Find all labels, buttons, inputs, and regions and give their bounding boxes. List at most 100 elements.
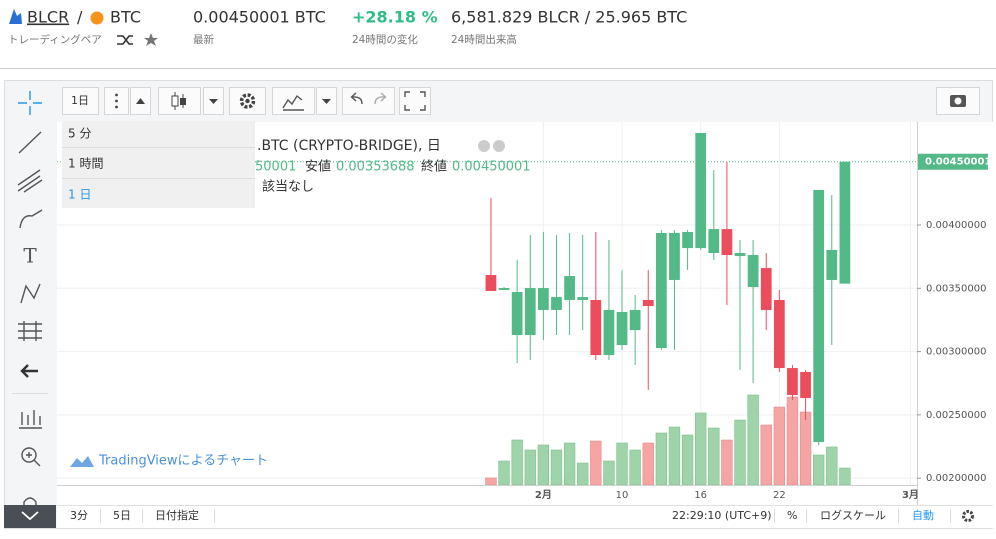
dot xyxy=(115,93,118,97)
gear-icon xyxy=(245,98,250,104)
undo-redo-group xyxy=(342,87,395,115)
volume-bar xyxy=(773,406,786,486)
legend-low-label: 安値 xyxy=(305,159,331,175)
date-range-button[interactable]: 日付指定 xyxy=(155,508,199,522)
legend-close-label: 終値 xyxy=(421,159,447,175)
pattern-tool[interactable] xyxy=(20,283,41,304)
candle-body xyxy=(524,288,536,336)
last-price: 0.00450001 BTC xyxy=(193,8,326,27)
candle-body xyxy=(537,288,549,310)
volume-bar xyxy=(511,439,523,486)
volume-bar xyxy=(799,411,812,486)
candle-body xyxy=(747,255,759,288)
candle-body xyxy=(787,368,798,396)
candle-icon xyxy=(180,98,186,105)
interval-label: 1日 xyxy=(71,94,89,107)
volume-bar xyxy=(734,419,746,486)
chart-style-button[interactable] xyxy=(158,87,201,115)
pair-separator: / xyxy=(77,8,83,27)
candle-icon xyxy=(171,95,179,107)
volume-bar xyxy=(485,477,497,486)
range-button[interactable]: 3分 xyxy=(70,509,88,522)
candle-body xyxy=(629,309,641,331)
volume-bar xyxy=(603,460,615,486)
x-tick-label: 2月 xyxy=(535,489,552,501)
clock: 22:29:10 (UTC+9) xyxy=(672,509,772,522)
volume-24h: 6,581.829 BLCR / 25.965 BTC xyxy=(451,8,687,27)
volume-bar xyxy=(708,427,720,486)
back-tool[interactable] xyxy=(20,364,38,378)
favorite-star[interactable] xyxy=(144,33,158,46)
zoom-tool[interactable] xyxy=(21,447,37,463)
bottom-toolbar xyxy=(57,505,993,528)
bar-settings[interactable] xyxy=(962,510,974,522)
swap-icon[interactable] xyxy=(117,35,133,45)
undo-icon[interactable] xyxy=(350,92,363,105)
volume-bar xyxy=(550,449,563,486)
menu-item[interactable]: 5 分 xyxy=(68,127,91,141)
crosshair-tool[interactable] xyxy=(18,91,42,115)
fullscreen-button[interactable] xyxy=(399,87,431,115)
menu-item[interactable]: 1 日 xyxy=(68,188,91,202)
change-label: 24時間の変化 xyxy=(352,33,418,46)
volume-bar xyxy=(786,396,799,486)
log-toggle[interactable]: ログスケール xyxy=(820,508,886,522)
volume-bar xyxy=(642,442,654,486)
candle-body xyxy=(551,297,562,310)
y-tick-label: 0.00400000 xyxy=(926,220,986,231)
brush-tool[interactable] xyxy=(19,209,43,229)
fullscreen-icon xyxy=(404,91,426,111)
dot xyxy=(115,105,118,109)
y-tick-label: 0.00200000 xyxy=(926,473,986,484)
x-tick-label: 10 xyxy=(616,490,629,501)
text-tool[interactable]: T xyxy=(23,244,37,268)
magnet-tool[interactable] xyxy=(23,497,37,513)
redo-icon[interactable] xyxy=(374,92,387,105)
change: +28.18 % xyxy=(352,8,438,27)
x-tick-label: 16 xyxy=(694,490,707,501)
base-icon xyxy=(9,9,22,24)
volume-bar xyxy=(616,442,628,486)
legend-symbol: .BTC (CRYPTO-BRIDGE), 日 xyxy=(257,138,441,154)
menu-panel xyxy=(62,121,255,208)
left-toolbar: T xyxy=(4,91,56,528)
x-tick-label: 3月 xyxy=(902,489,919,501)
settings-button[interactable] xyxy=(229,87,266,115)
legend-high-value: 50001 xyxy=(255,160,296,175)
percent-toggle[interactable]: % xyxy=(787,509,797,522)
x-tick-label: 22 xyxy=(773,490,786,501)
pair-base[interactable]: BLCR xyxy=(27,8,69,27)
y-tick-label: 0.00300000 xyxy=(926,347,986,358)
interval-button[interactable] xyxy=(62,87,99,115)
measure-tool[interactable] xyxy=(19,410,42,429)
candle-body xyxy=(485,275,497,291)
volume-bar xyxy=(839,467,851,486)
prediction-tool[interactable] xyxy=(18,321,42,341)
y-tick-label: 0.00350000 xyxy=(926,283,986,294)
volume-bar xyxy=(577,462,589,486)
auto-toggle[interactable]: 自動 xyxy=(912,508,934,522)
legend-eye[interactable] xyxy=(478,140,490,152)
range-button[interactable]: 5日 xyxy=(113,509,131,522)
candle-body xyxy=(642,299,654,307)
more-button[interactable] xyxy=(104,87,129,115)
volume-bar xyxy=(537,444,550,486)
legend-volume-note: 該当なし xyxy=(262,179,314,195)
volume-bar xyxy=(721,439,733,486)
volume-bar xyxy=(695,412,707,486)
fib-tool[interactable] xyxy=(17,169,43,193)
dot xyxy=(115,99,118,103)
candle-body xyxy=(511,291,523,336)
menu-item[interactable]: 1 時間 xyxy=(68,157,103,171)
volume-bar xyxy=(813,454,825,486)
volume-bar xyxy=(747,394,759,486)
legend-settings[interactable] xyxy=(493,140,505,152)
candle-body xyxy=(603,309,615,356)
volume-bar xyxy=(563,442,576,486)
trend-line-tool[interactable] xyxy=(18,131,42,154)
candle-body xyxy=(708,229,720,253)
hide-toolbar-button[interactable] xyxy=(4,505,56,528)
y-tick-label: 0.00250000 xyxy=(926,410,986,421)
watermark[interactable]: TradingViewによるチャート xyxy=(98,454,268,469)
top-toolbar: 1日 xyxy=(62,87,980,115)
